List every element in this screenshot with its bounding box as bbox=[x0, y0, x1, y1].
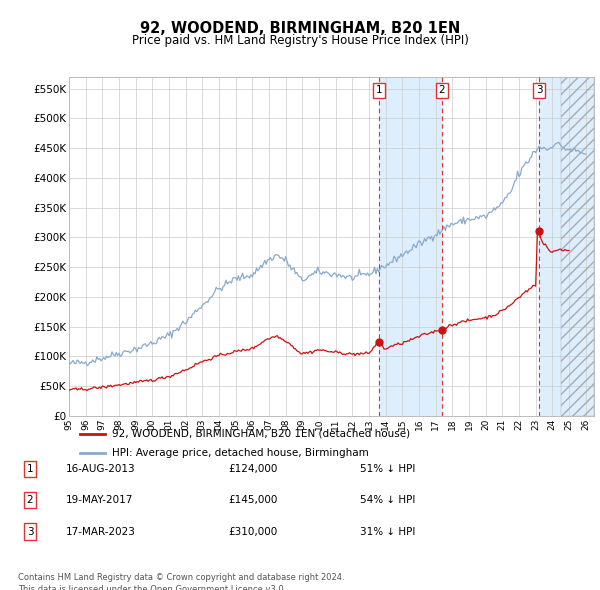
Text: 2: 2 bbox=[439, 85, 445, 95]
Text: Contains HM Land Registry data © Crown copyright and database right 2024.
This d: Contains HM Land Registry data © Crown c… bbox=[18, 573, 344, 590]
Text: £124,000: £124,000 bbox=[228, 464, 277, 474]
Text: £310,000: £310,000 bbox=[228, 527, 277, 536]
Text: 2: 2 bbox=[26, 496, 34, 505]
Text: 1: 1 bbox=[376, 85, 383, 95]
Text: 3: 3 bbox=[26, 527, 34, 536]
Text: 17-MAR-2023: 17-MAR-2023 bbox=[66, 527, 136, 536]
Bar bbox=[379, 77, 442, 416]
Text: 92, WOODEND, BIRMINGHAM, B20 1EN (detached house): 92, WOODEND, BIRMINGHAM, B20 1EN (detach… bbox=[112, 429, 410, 439]
Text: 1: 1 bbox=[26, 464, 34, 474]
Text: 19-MAY-2017: 19-MAY-2017 bbox=[66, 496, 133, 505]
Text: 92, WOODEND, BIRMINGHAM, B20 1EN: 92, WOODEND, BIRMINGHAM, B20 1EN bbox=[140, 21, 460, 35]
Text: HPI: Average price, detached house, Birmingham: HPI: Average price, detached house, Birm… bbox=[112, 448, 369, 458]
Text: Price paid vs. HM Land Registry's House Price Index (HPI): Price paid vs. HM Land Registry's House … bbox=[131, 34, 469, 47]
Bar bbox=[539, 77, 594, 416]
Text: £145,000: £145,000 bbox=[228, 496, 277, 505]
Text: 31% ↓ HPI: 31% ↓ HPI bbox=[360, 527, 415, 536]
Bar bbox=[560, 77, 594, 416]
Text: 51% ↓ HPI: 51% ↓ HPI bbox=[360, 464, 415, 474]
Text: 16-AUG-2013: 16-AUG-2013 bbox=[66, 464, 136, 474]
Text: 3: 3 bbox=[536, 85, 542, 95]
Text: 54% ↓ HPI: 54% ↓ HPI bbox=[360, 496, 415, 505]
